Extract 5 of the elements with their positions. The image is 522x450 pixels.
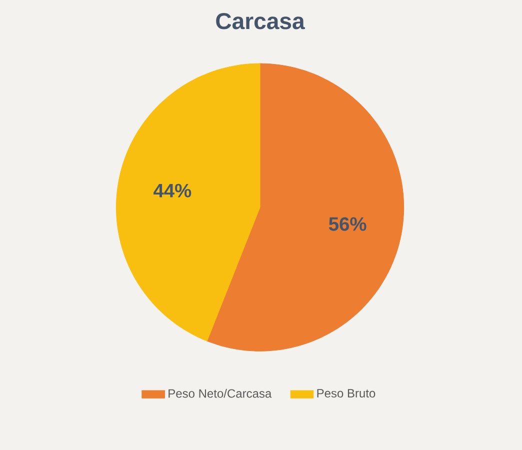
data-label: 44% bbox=[154, 184, 192, 198]
data-label: 56% bbox=[328, 217, 366, 231]
chart-title: Carcasa bbox=[216, 12, 305, 30]
legend-label: Peso Bruto bbox=[317, 389, 376, 398]
legend-label: Peso Neto/Carcasa bbox=[168, 388, 272, 398]
